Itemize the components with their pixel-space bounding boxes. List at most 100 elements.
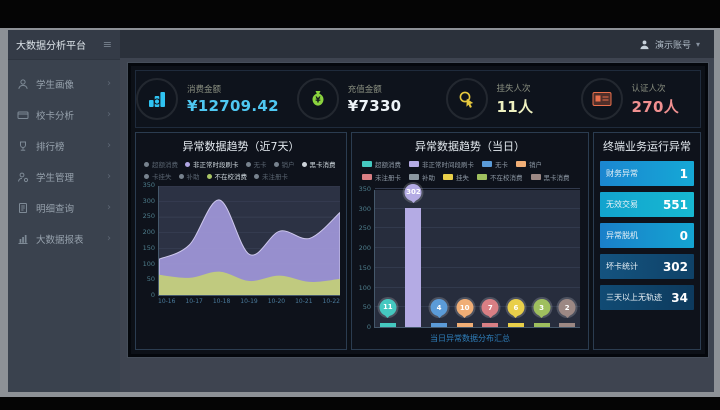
terminal-panel-title: 终端业务运行异常 <box>603 140 691 153</box>
kpi-value: 11人 <box>496 97 534 116</box>
area-plot-body: 10-16 10-17 10-18 10-19 10-20 10-21 10-22 <box>158 186 340 347</box>
menu-icon[interactable]: ≡ <box>102 38 112 51</box>
bar-legend-item[interactable]: 不在校消费 <box>477 172 523 182</box>
area-chart-panel: 异常数据趋势（近7天） 超额消费 非正常时段刷卡 无卡 销户 黑卡消费卡挂失 补助 不在校消… <box>135 132 347 350</box>
sidebar-item-ranking[interactable]: 排行榜 › <box>8 130 120 161</box>
legend-dot-icon <box>206 173 212 179</box>
area-chart-title: 异常数据趋势（近7天） <box>182 140 300 153</box>
bar-legend-item[interactable]: 非正常时间段刷卡 <box>409 159 474 169</box>
sidebar-item-student-portrait[interactable]: 学生画像 › <box>8 68 120 99</box>
bar-ytick: 200 <box>358 244 371 253</box>
stat-row: 三天以上无轨迹 34 <box>600 285 694 310</box>
kpi-card-consume: 消费金额 ¥12709.42 <box>136 71 279 127</box>
legend-dot-icon <box>245 161 251 167</box>
manage-icon <box>17 171 30 183</box>
area-legend-item[interactable]: 未注册卡 <box>254 171 288 181</box>
stat-label: 三天以上无轨迹 <box>606 293 662 302</box>
area-legend-item[interactable]: 黑卡消费 <box>301 159 336 169</box>
sidebar-item-label: 学生画像 <box>36 79 75 91</box>
area-yaxis: 0 50 100 150 200 250 300 350 <box>138 181 158 299</box>
chevron-right-icon: › <box>107 171 111 182</box>
page-stage: 大数据分析平台 ≡ 学生画像 › 校卡分析 › 排行榜 › 学生管理 › 明细查询 › 大数据报表 ›… <box>0 28 720 397</box>
bar-未注册卡: 7 <box>478 190 504 327</box>
gridline <box>375 286 580 288</box>
area-legend-item[interactable]: 不在校消费 <box>206 171 247 181</box>
bar-legend-item[interactable]: 黑卡消费 <box>530 172 570 182</box>
area-xtick: 10-20 <box>267 298 286 305</box>
area-xaxis-labels: 10-16 10-17 10-18 10-19 10-20 10-21 10-22 <box>158 296 340 305</box>
area-xtick: 10-21 <box>295 298 313 305</box>
area-xtick: 10-19 <box>240 298 258 305</box>
bar-rect <box>379 322 396 327</box>
bar-value-pin: 10 <box>456 299 474 316</box>
chevron-right-icon: › <box>107 140 111 151</box>
area-ytick: 50 <box>146 275 155 284</box>
area-legend-item[interactable]: 销户 <box>273 159 295 169</box>
bar-legend-item[interactable]: 补助 <box>409 172 435 182</box>
stat-row: 坏卡统计 302 <box>600 254 694 279</box>
stat-label: 财务异常 <box>606 169 638 178</box>
legend-dot-icon <box>254 173 259 179</box>
bar-rect <box>559 323 576 327</box>
dashboard: 消费金额 ¥12709.42 ¥ 充值金额 ¥7330 挂失人次 11人 认证人次 270人 异… <box>131 66 705 354</box>
card-icon <box>17 109 30 121</box>
gridline <box>375 207 580 209</box>
bar-plot-wrap: 0 50 100 150 200 250 300 350 11 302 4 10 7 6 3 2 <box>352 183 588 331</box>
bar-销户: 10 <box>452 190 478 327</box>
bar-ytick: 100 <box>358 283 371 292</box>
sidebar-item-card-analysis[interactable]: 校卡分析 › <box>8 99 120 130</box>
user-icon <box>639 39 650 50</box>
sidebar-item-bigdata-report[interactable]: 大数据报表 › <box>8 223 120 254</box>
area-legend: 超额消费 非正常时段刷卡 无卡 销户 黑卡消费卡挂失 补助 不在校消费 未注册卡 <box>136 157 346 184</box>
area-legend-item[interactable]: 非正常时段刷卡 <box>185 159 239 169</box>
content-column: 演示账号 ▾ 消费金额 ¥12709.42 ¥ 充值金额 ¥7330 挂失人次 11人 认证人… <box>120 30 714 392</box>
legend-dot-icon <box>144 161 149 167</box>
gridline <box>375 306 580 308</box>
bar-ytick: 350 <box>358 185 371 193</box>
legend-dot-icon <box>301 161 307 167</box>
bar-rect <box>456 323 473 327</box>
sidebar-item-label: 明细查询 <box>36 203 75 215</box>
bar-chart-caption[interactable]: 当日异常数据分布汇总 <box>430 334 510 343</box>
bar-legend-item[interactable]: 超额消费 <box>362 159 401 169</box>
area-legend-item[interactable]: 超额消费 <box>144 159 178 169</box>
sidebar-item-student-manage[interactable]: 学生管理 › <box>8 161 120 192</box>
area-legend-item[interactable]: 卡挂失 <box>144 171 172 181</box>
bar-value-pin: 2 <box>558 299 576 316</box>
sidebar-item-label: 大数据报表 <box>36 234 84 246</box>
stat-rows: 财务异常 1 无效交易 551 异常脱机 0 坏卡统计 302 三天以上无轨迹 34 <box>594 157 700 314</box>
bar-legend-item[interactable]: 销户 <box>516 159 542 169</box>
chevron-right-icon: › <box>107 109 111 120</box>
bar-ytick: 300 <box>358 204 371 213</box>
area-ytick: 300 <box>142 196 155 205</box>
legend-dot-icon <box>144 173 149 179</box>
bar-非正常时间段刷卡: 302 <box>401 183 427 327</box>
hand-click-icon <box>445 78 488 120</box>
kpi-card-loss: 挂失人次 11人 <box>419 71 559 127</box>
bar-无卡: 4 <box>426 190 452 327</box>
bar-value-pin: 3 <box>533 299 551 316</box>
bar-黑卡消费: 2 <box>554 190 580 327</box>
gridline <box>375 227 580 229</box>
charts-row: 异常数据趋势（近7天） 超额消费 非正常时段刷卡 无卡 销户 黑卡消费 卡挂失 补助 不在校消… <box>135 132 701 350</box>
area-plot-wrap: 0 50 100 150 200 250 300 350 10-16 10-17 10-18 10-… <box>136 181 346 349</box>
bar-legend: 超额消费 非正常时间段刷卡 无卡 销户未注册卡 补助 挂失 不在校消费 黑卡消费 <box>352 157 588 186</box>
chevron-down-icon[interactable]: ▾ <box>695 39 700 49</box>
bar-legend-item[interactable]: 未注册卡 <box>362 172 401 182</box>
area-legend-item[interactable]: 补助 <box>178 171 200 181</box>
bar-legend-item[interactable]: 无卡 <box>482 159 508 169</box>
bar-legend-item[interactable]: 挂失 <box>443 172 469 182</box>
area-legend-item[interactable]: 无卡 <box>245 159 267 169</box>
chevron-right-icon: › <box>107 78 111 89</box>
bar-chart-panel: 异常数据趋势（当日） 超额消费 非正常时间段刷卡 无卡 销户 未注册卡 补助 挂失 不在校消费… <box>351 132 589 350</box>
stat-label: 无效交易 <box>606 200 638 209</box>
kpi-text: 消费金额 ¥12709.42 <box>187 83 279 115</box>
sidebar-item-detail-query[interactable]: 明细查询 › <box>8 192 120 223</box>
bar-rect <box>405 207 422 327</box>
bar-value-pin: 7 <box>481 299 499 316</box>
bar-yaxis: 0 50 100 150 200 250 300 350 <box>354 185 374 331</box>
kpi-label: 挂失人次 <box>496 83 531 94</box>
stat-value: 302 <box>662 259 688 274</box>
user-account[interactable]: 演示账号 <box>654 40 691 51</box>
